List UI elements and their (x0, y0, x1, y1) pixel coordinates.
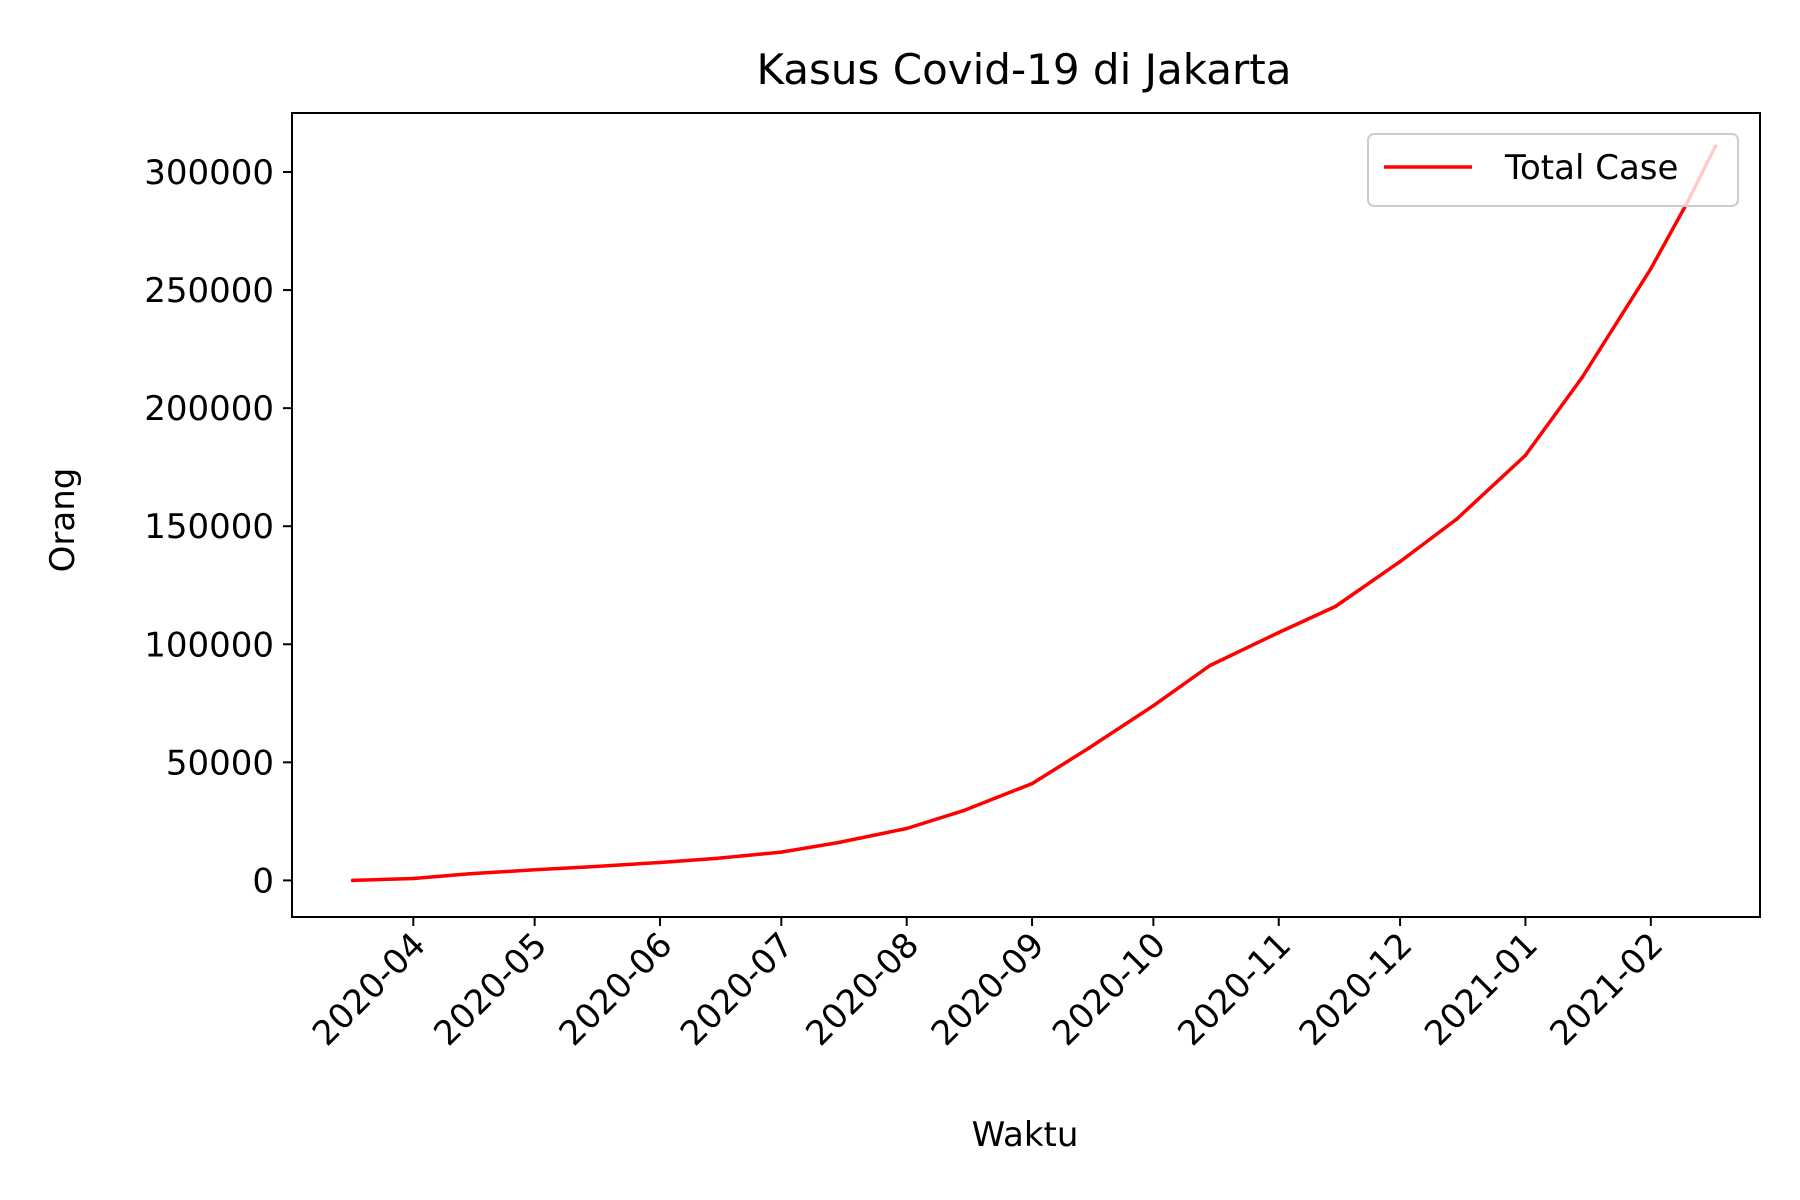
data-point (836, 840, 840, 845)
data-point (1580, 375, 1584, 380)
data-point (1208, 663, 1212, 668)
plot-frame (291, 112, 1761, 918)
data-point (658, 860, 662, 865)
series-line-total-case (350, 144, 1718, 883)
data-point (1277, 630, 1281, 635)
data-point (714, 856, 719, 861)
x-axis-label: Waktu (972, 1115, 1079, 1155)
data-point (779, 850, 784, 854)
data-point (1523, 453, 1528, 458)
data-point (589, 864, 594, 869)
y-tick-label: 200000 (144, 389, 274, 429)
y-tick-label: 50000 (166, 743, 274, 783)
y-tick-label: 0 (252, 861, 274, 901)
data-point (1398, 559, 1402, 564)
legend-box (1367, 133, 1739, 207)
data-point (904, 826, 909, 831)
data-point (1454, 517, 1459, 521)
data-point (1333, 604, 1338, 609)
series-layer (350, 144, 1718, 883)
data-point (468, 872, 472, 876)
data-point (350, 878, 355, 883)
data-point (1086, 746, 1091, 750)
data-point (1649, 267, 1653, 271)
y-tick-label: 250000 (144, 271, 274, 311)
chart-title: Kasus Covid-19 di Jakarta (756, 45, 1291, 94)
legend: Total Case (1367, 133, 1739, 207)
data-point (411, 876, 416, 881)
legend-label-total-case: Total Case (1504, 148, 1678, 188)
y-tick-label: 100000 (144, 625, 274, 665)
data-point (532, 868, 537, 872)
data-point (1151, 703, 1156, 708)
y-axis-label: Orang (43, 468, 83, 573)
y-tick-label: 300000 (144, 153, 274, 193)
data-point (961, 808, 966, 813)
data-point (1030, 781, 1034, 786)
y-tick-label: 150000 (144, 507, 274, 547)
